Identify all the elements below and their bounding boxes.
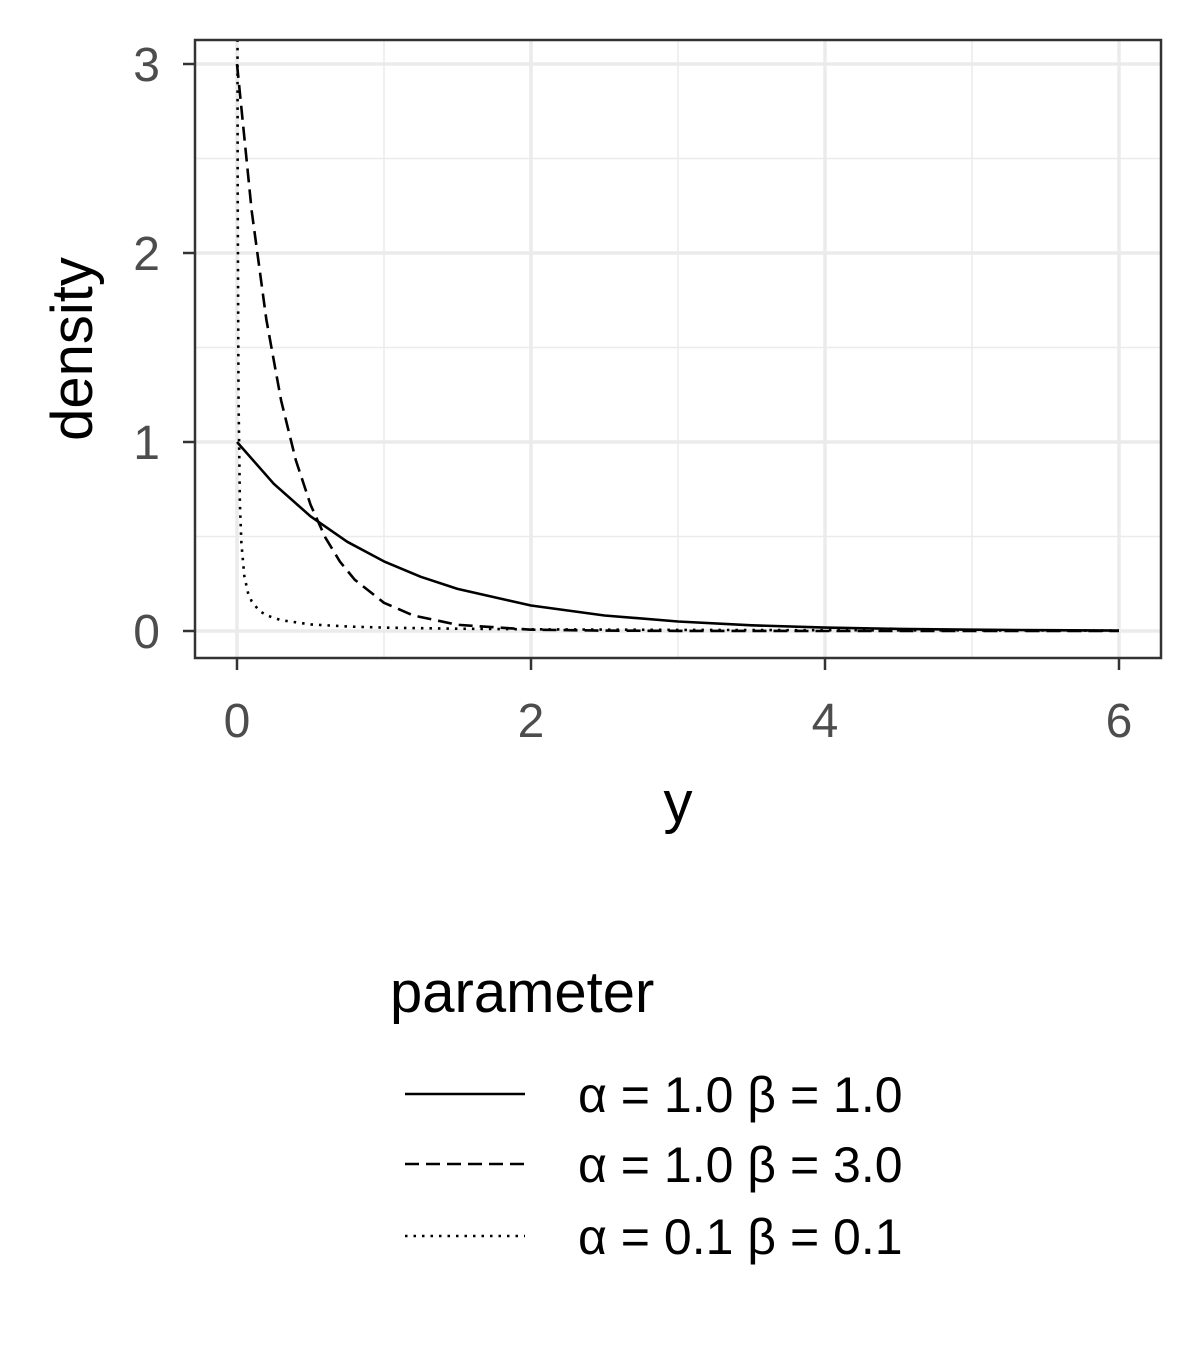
x-tick-label: 2 [518, 695, 545, 748]
y-tick-label: 3 [133, 39, 160, 92]
axis-ticks [183, 62, 1121, 670]
series-layer [235, 39, 1120, 633]
x-tick-label: 0 [224, 695, 251, 748]
x-axis-title: y [664, 770, 693, 835]
plot-border [193, 38, 1163, 660]
x-tick-label: 4 [812, 695, 839, 748]
legend-label: α = 0.1 β = 0.1 [578, 1209, 903, 1265]
y-tick-label: 1 [133, 417, 160, 470]
legend-title: parameter [390, 960, 654, 1025]
y-axis-title: density [40, 257, 105, 441]
grid-minor [195, 40, 1161, 658]
y-tick-label: 0 [133, 606, 160, 659]
x-tick-label: 6 [1106, 695, 1133, 748]
tick-labels: 0 2 4 6 0 1 2 3 [133, 39, 1132, 748]
legend-items: α = 1.0 β = 1.0 α = 1.0 β = 3.0 α = 0.1 β … [405, 1067, 903, 1265]
legend-label: α = 1.0 β = 1.0 [578, 1067, 903, 1123]
y-tick-label: 2 [133, 228, 160, 281]
series-line-solid [236, 441, 1120, 632]
legend-label: α = 1.0 β = 3.0 [578, 1137, 903, 1193]
